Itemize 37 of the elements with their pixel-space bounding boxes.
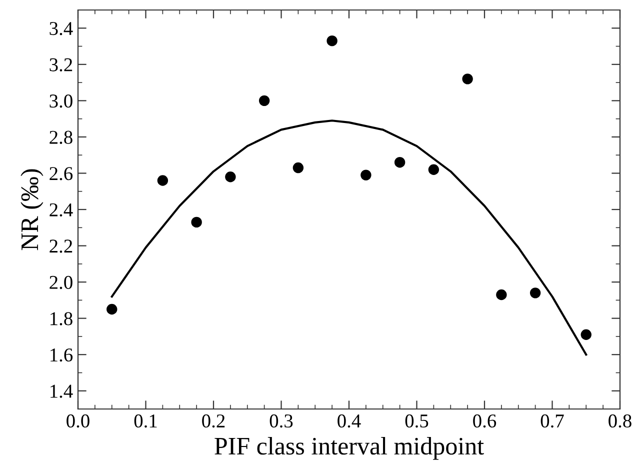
point	[462, 74, 473, 84]
x-tick-label: 0.0	[66, 414, 90, 428]
point	[292, 162, 304, 174]
x-tick-label: 0.3	[270, 414, 293, 428]
point	[530, 288, 541, 298]
x-tick-label: 0.5	[405, 414, 428, 428]
point	[225, 172, 236, 182]
x-tick-label: 0.6	[473, 414, 496, 428]
x-tick-label: 0.7	[540, 414, 564, 428]
point	[157, 175, 168, 186]
point	[394, 156, 406, 168]
y-tick-label: 1.8	[50, 312, 72, 326]
point	[360, 170, 372, 180]
y-tick-label: 2.8	[50, 130, 72, 144]
y-tick-label: 3.4	[50, 22, 73, 36]
y-tick-label: 3.0	[50, 94, 72, 108]
x-tick-label: 0.4	[338, 414, 361, 428]
x-tick-label: 0.8	[608, 414, 632, 428]
point	[191, 216, 202, 228]
y-tick-label: 1.4	[50, 384, 73, 398]
x-tick-label: 0.2	[202, 414, 225, 428]
y-tick-label: 1.6	[50, 348, 73, 362]
y-tick-label: 2.0	[50, 276, 72, 290]
point	[106, 304, 118, 315]
point	[496, 289, 507, 300]
point	[326, 35, 338, 46]
y-tick-label: 3.2	[50, 58, 72, 72]
point	[258, 95, 270, 106]
point	[428, 164, 440, 175]
y-tick-label: 2.2	[50, 240, 72, 253]
x-tick-label: 0.1	[134, 414, 157, 428]
x-axis-title: PIF class interval midpoint	[214, 437, 484, 460]
point	[580, 329, 592, 340]
y-tick-label: 2.4	[50, 203, 73, 217]
line-series	[110, 120, 588, 356]
y-axis-title: NR (‰)	[20, 169, 44, 250]
y-tick-label: 2.6	[50, 167, 73, 180]
